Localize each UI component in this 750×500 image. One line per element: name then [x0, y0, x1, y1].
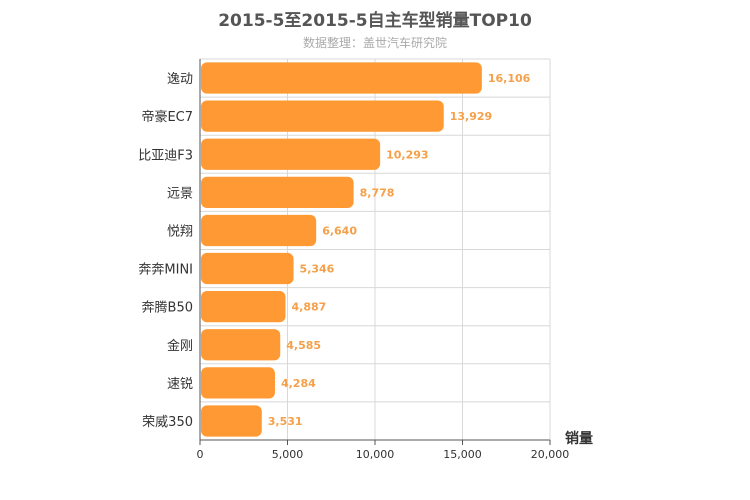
value-label: 4,887	[292, 301, 327, 314]
category-label: 速锐	[167, 377, 193, 392]
category-label: 帝豪EC7	[141, 109, 193, 125]
bar	[201, 62, 482, 94]
category-label: 悦翔	[167, 224, 193, 239]
category-label: 远景	[167, 186, 193, 201]
category-label: 奔奔MINI	[138, 263, 193, 278]
bar	[201, 252, 294, 285]
value-label: 16,106	[488, 72, 531, 85]
chart-title: 2015-5至2015-5自主车型销量TOP10	[218, 11, 532, 31]
category-label: 奔腾B50	[142, 300, 193, 316]
x-tick-label: 0	[197, 448, 204, 461]
value-label: 5,346	[300, 263, 335, 276]
value-label: 10,293	[386, 148, 428, 161]
x-tick-label: 10,000	[356, 448, 395, 461]
category-label: 金刚	[167, 338, 193, 354]
value-label: 6,640	[322, 224, 357, 237]
value-label: 8,778	[360, 186, 395, 199]
value-label: 3,531	[268, 415, 303, 428]
category-label: 荣威350	[142, 415, 193, 430]
bar	[201, 405, 262, 437]
chart-subtitle: 数据整理：盖世汽车研究院	[302, 36, 447, 50]
x-tick-label: 20,000	[531, 448, 570, 461]
bar	[201, 367, 275, 399]
bar	[201, 138, 381, 170]
value-label: 4,585	[286, 339, 321, 352]
bar	[201, 176, 354, 208]
bar	[201, 214, 317, 247]
x-tick-label: 15,000	[443, 448, 482, 461]
x-tick-label: 5,000	[272, 448, 304, 461]
bar-layer: 16,106 13,929 10,293 8,778 6,640 5,346 4,887 4,…	[201, 62, 531, 437]
value-label: 13,929	[450, 110, 492, 123]
x-axis-title: 销量	[565, 430, 593, 447]
bar	[201, 329, 281, 361]
value-label: 4,284	[281, 377, 316, 390]
bar	[201, 100, 444, 132]
bar	[201, 291, 286, 323]
category-label: 逸动	[167, 72, 193, 87]
category-label: 比亚迪F3	[138, 148, 193, 163]
